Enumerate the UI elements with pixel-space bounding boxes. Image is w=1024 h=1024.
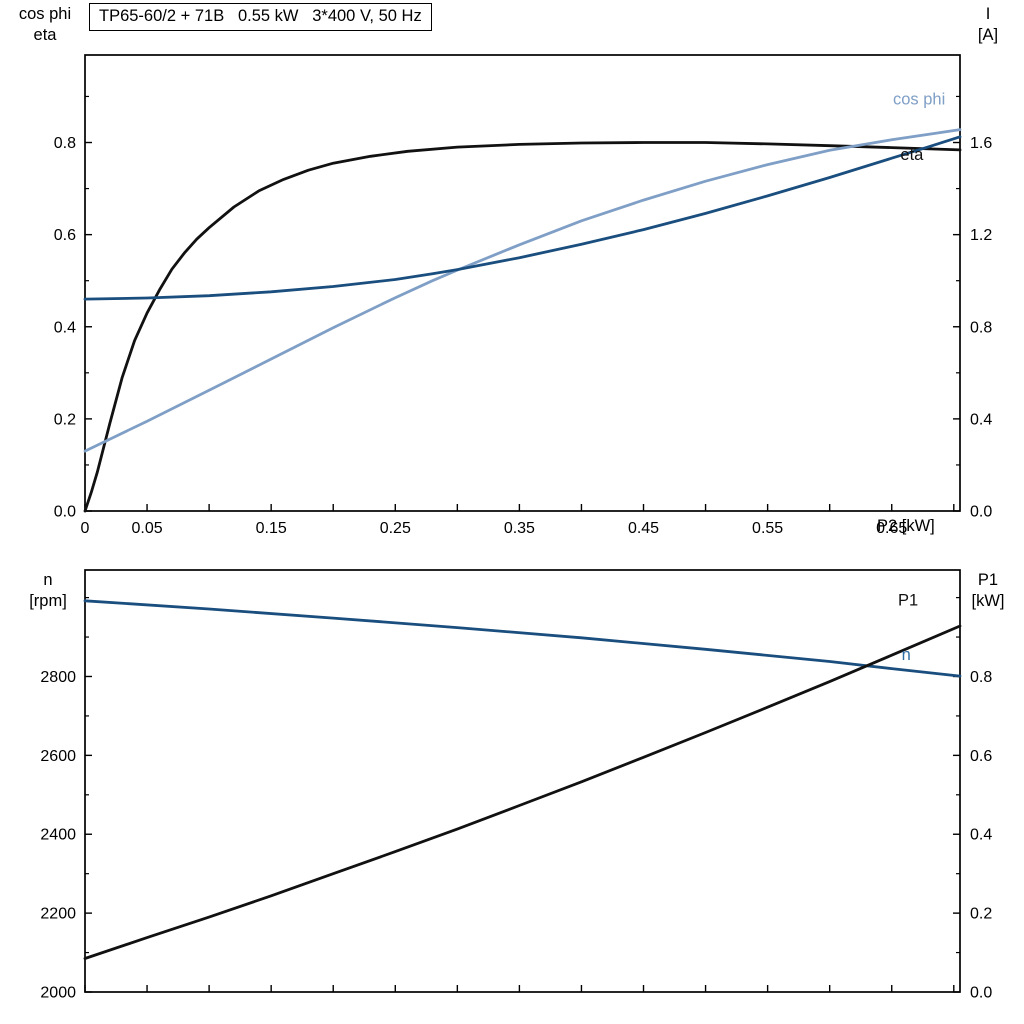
top-chart-x-axis-label: P2 [kW] <box>877 517 935 535</box>
y-tick-label: 0.4 <box>970 827 992 844</box>
y-tick-label: 2200 <box>40 906 76 923</box>
y-tick-label: 0.2 <box>970 906 992 923</box>
bottom-chart-left-axis-label: n [rpm] <box>16 570 80 612</box>
y-tick-label: 0.4 <box>54 319 76 336</box>
y-tick-label: 1.2 <box>970 227 992 244</box>
plot-frame-1 <box>84 569 961 993</box>
x-tick-label: 0.35 <box>504 520 535 537</box>
n-curve-label: n <box>902 646 911 664</box>
eta-curve-label: eta <box>900 146 924 164</box>
y-tick-label: 2000 <box>40 985 76 1002</box>
y-tick-label: 0.8 <box>970 669 992 686</box>
y-tick-label: 2600 <box>40 748 76 765</box>
axis-label-line: P1 <box>977 571 999 589</box>
x-tick-label: 0.25 <box>380 520 411 537</box>
y-tick-label: 0.8 <box>54 135 76 152</box>
axis-label-line: cos phi <box>18 5 72 23</box>
x-tick-label: 0.05 <box>131 520 162 537</box>
axis-label-line: I <box>985 5 991 23</box>
plot-frame-0 <box>84 54 961 512</box>
y-tick-label: 0.0 <box>970 985 992 1002</box>
y-tick-label: 0.0 <box>970 504 992 521</box>
y-tick-label: 0.4 <box>970 411 992 428</box>
bottom-chart-right-axis-label: P1 [kW] <box>960 570 1016 612</box>
p1-curve-label: P1 <box>898 591 918 609</box>
axis-label-line: [A] <box>977 26 999 44</box>
y-tick-label: 0.6 <box>54 227 76 244</box>
cos-phi-curve <box>83 128 962 453</box>
p1-curve <box>83 624 962 960</box>
x-tick-label: 0.65 <box>876 520 907 537</box>
top-chart-right-axis-label: I [A] <box>962 4 1014 46</box>
axis-label-line: eta <box>33 26 57 44</box>
x-tick-label: 0.15 <box>256 520 287 537</box>
top-chart-left-axis-label: cos phi eta <box>6 4 84 46</box>
axis-label-line: [kW] <box>971 592 1005 610</box>
chart-title: TP65-60/2 + 71B 0.55 kW 3*400 V, 50 Hz <box>99 7 422 25</box>
cos-phi-curve-label: cos phi <box>893 91 945 109</box>
x-tick-label: 0.45 <box>628 520 659 537</box>
y-tick-label: 2800 <box>40 669 76 686</box>
x-tick-label: 0.55 <box>752 520 783 537</box>
eta-curve <box>83 141 962 513</box>
i-curve <box>83 135 962 301</box>
x-tick-label: 0 <box>81 520 90 537</box>
y-tick-label: 0.0 <box>54 504 76 521</box>
y-tick-label: 0.2 <box>54 411 76 428</box>
n-curve <box>83 599 962 678</box>
y-tick-label: 0.8 <box>970 319 992 336</box>
y-tick-label: 0.6 <box>970 748 992 765</box>
y-tick-label: 2400 <box>40 827 76 844</box>
y-tick-label: 1.6 <box>970 135 992 152</box>
chart-title-box: TP65-60/2 + 71B 0.55 kW 3*400 V, 50 Hz <box>89 3 432 31</box>
axis-label-line: n <box>43 571 53 589</box>
axis-label-line: [rpm] <box>29 592 67 610</box>
